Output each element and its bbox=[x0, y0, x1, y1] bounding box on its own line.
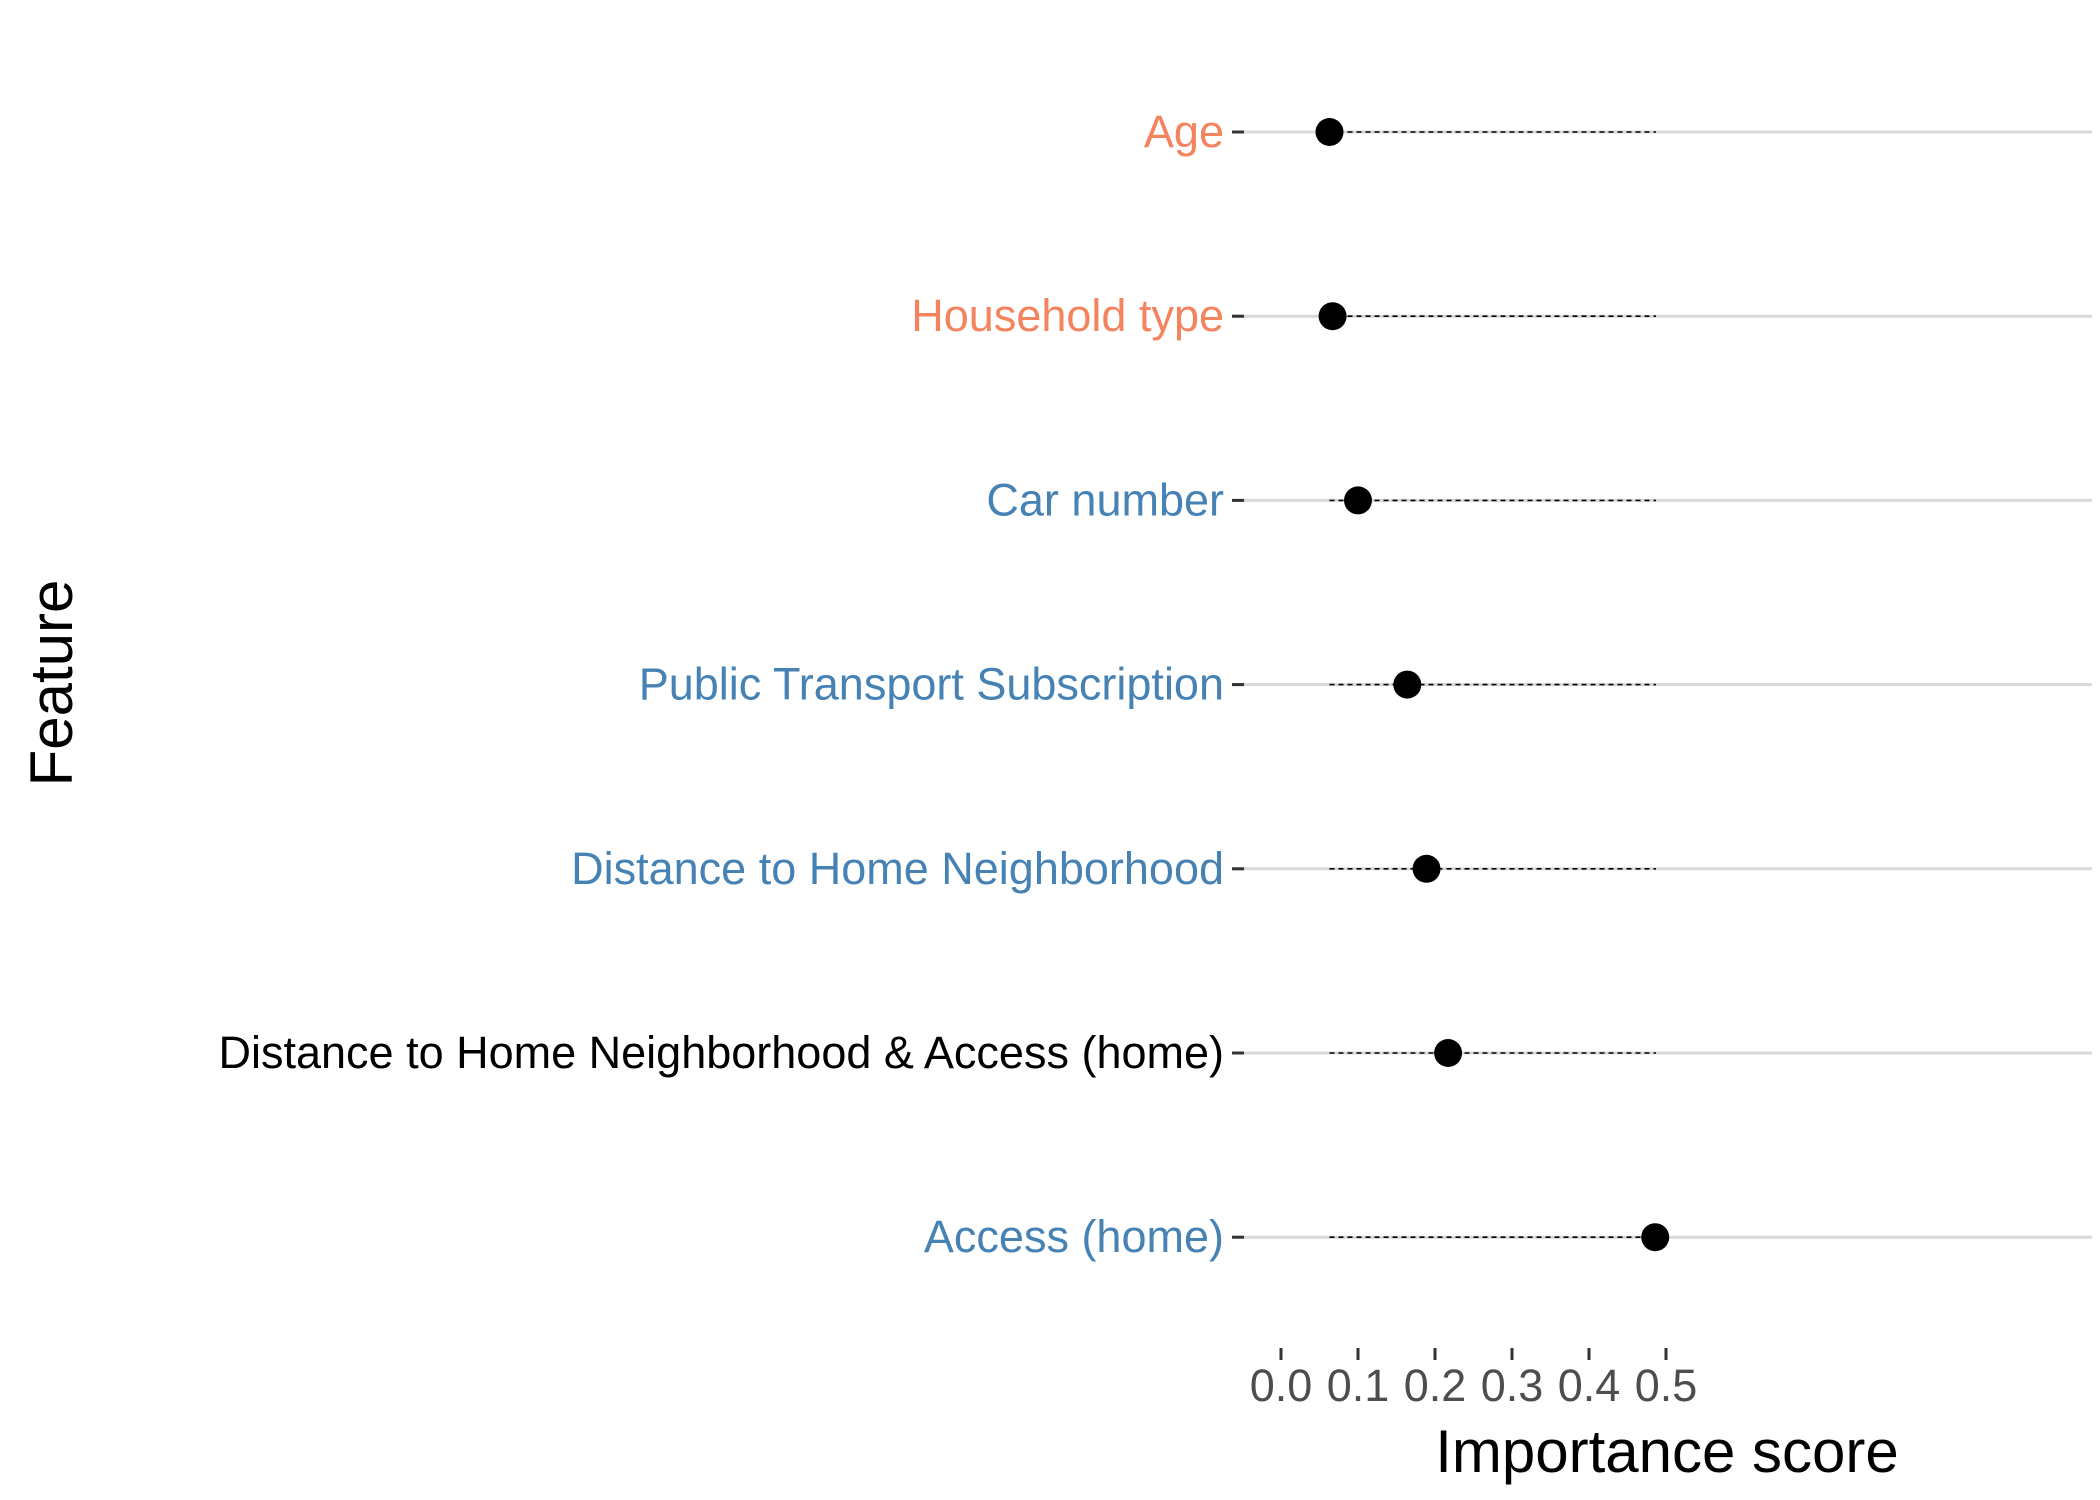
data-point bbox=[1393, 670, 1422, 699]
y-tick-label: Age bbox=[1144, 106, 1224, 157]
x-tick-label: 0.4 bbox=[1558, 1360, 1621, 1411]
data-point bbox=[1318, 302, 1347, 331]
y-tick-label: Public Transport Subscription bbox=[639, 659, 1224, 710]
plot-panel bbox=[1232, 118, 2092, 1252]
x-tick-label: 0.1 bbox=[1327, 1360, 1390, 1411]
x-tick-label: 0.0 bbox=[1250, 1360, 1313, 1411]
data-point bbox=[1434, 1039, 1463, 1067]
x-axis-title: Importance score bbox=[1435, 1418, 1899, 1485]
data-point bbox=[1344, 486, 1372, 515]
y-axis-title: Feature bbox=[18, 580, 85, 787]
x-tick-label: 0.5 bbox=[1635, 1360, 1698, 1411]
data-point bbox=[1315, 118, 1344, 146]
y-tick-label: Distance to Home Neighborhood & Access (… bbox=[219, 1027, 1225, 1078]
y-tick-label: Access (home) bbox=[924, 1211, 1224, 1262]
x-axis: 0.0 0.1 0.2 0.3 0.4 0.5 bbox=[1250, 1348, 1698, 1411]
y-axis: Age Household type Car number Public Transp… bbox=[219, 106, 1244, 1262]
x-tick-label: 0.3 bbox=[1481, 1360, 1544, 1411]
data-point bbox=[1412, 854, 1441, 883]
y-tick-label: Car number bbox=[986, 474, 1224, 525]
y-tick-label: Household type bbox=[911, 290, 1224, 341]
data-point bbox=[1641, 1223, 1670, 1252]
x-tick-label: 0.2 bbox=[1404, 1360, 1467, 1411]
y-tick-label: Distance to Home Neighborhood bbox=[571, 843, 1224, 894]
